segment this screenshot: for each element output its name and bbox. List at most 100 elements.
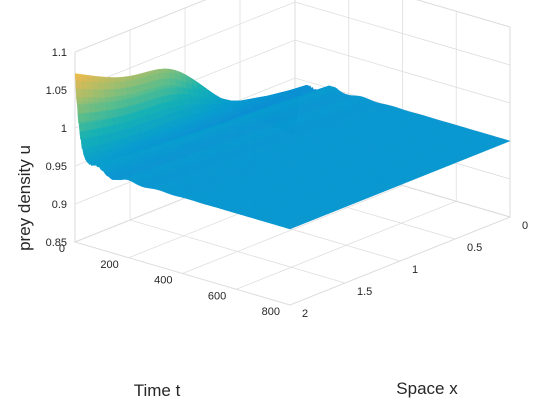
- surface-patch: [163, 78, 171, 86]
- surface-patch: [205, 99, 212, 104]
- surface-patch: [77, 104, 84, 115]
- tick-labels: 020040060080000.511.520.850.90.9511.051.…: [46, 47, 529, 320]
- surface-patch: [114, 88, 121, 97]
- surface-patch: [113, 81, 121, 90]
- surface-patch: [76, 97, 83, 103]
- surface-patch: [81, 97, 89, 102]
- surface-patch: [163, 72, 170, 80]
- surface-patch: [163, 69, 170, 73]
- t-tick-label: 800: [262, 306, 280, 318]
- z-tick-label: 1: [61, 123, 67, 135]
- surface-patch: [86, 77, 93, 83]
- surface-patch: [176, 87, 183, 95]
- surface-patch: [174, 78, 182, 87]
- z-axis-label: prey density u: [15, 145, 34, 251]
- surface-patch: [103, 89, 110, 98]
- surface-patch: [121, 99, 128, 109]
- surface-patch: [99, 110, 107, 120]
- surface-patch: [105, 109, 112, 119]
- surface-patch: [88, 112, 96, 122]
- t-tick-label: 600: [208, 290, 226, 302]
- surface-patch: [84, 129, 92, 138]
- surface-patch: [75, 75, 82, 82]
- surface-patch: [102, 82, 110, 90]
- surface-patch: [170, 87, 178, 96]
- surface-patch: [78, 123, 86, 133]
- surface-patch: [124, 80, 132, 89]
- surface-patch: [210, 99, 218, 104]
- surface-patch: [169, 84, 177, 88]
- y-axis-label: Space x: [396, 379, 458, 398]
- surface-patch: [108, 78, 115, 83]
- surface-patch: [169, 78, 176, 86]
- surface-patch: [92, 89, 99, 98]
- surface-patch: [97, 89, 105, 98]
- surface-patch: [87, 97, 94, 102]
- surface-patch: [115, 100, 123, 110]
- surface-patch: [93, 103, 101, 113]
- surface-patch: [86, 137, 94, 148]
- surface-patch: [177, 99, 185, 107]
- surface-patch: [199, 99, 207, 105]
- surface-patch: [91, 136, 99, 147]
- z-tick-label: 0.95: [46, 161, 67, 173]
- surface-patch: [90, 128, 98, 137]
- x-tick-label: 0: [522, 220, 528, 232]
- surface-patch: [86, 81, 93, 90]
- surface-patch: [91, 77, 98, 83]
- z-tick-label: 0.9: [52, 199, 67, 211]
- surface-patch: [75, 88, 83, 98]
- surface-patch: [216, 100, 223, 104]
- surface-patch: [80, 138, 88, 149]
- surface-patch: [97, 134, 105, 145]
- x-axis-label: Time t: [134, 381, 181, 400]
- surface-patch: [171, 93, 178, 102]
- surface-patch: [84, 122, 91, 132]
- surface-patch: [113, 78, 120, 83]
- surface-patch: [116, 107, 123, 117]
- surface-patch: [80, 76, 87, 82]
- surface-patch: [77, 113, 85, 123]
- surface-patch: [88, 103, 95, 114]
- surface-patch: [95, 120, 102, 130]
- surface-patch: [98, 97, 105, 102]
- surface-patch: [187, 88, 194, 96]
- surface-patch: [286, 225, 297, 230]
- surface-patch: [119, 87, 127, 97]
- z-tick-label: 0.85: [46, 237, 67, 249]
- surface-patch: [104, 101, 112, 112]
- x-tick-label: 2: [302, 308, 308, 320]
- surface-patch: [110, 108, 118, 118]
- surface-patch: [102, 133, 110, 144]
- surface-patch: [125, 86, 132, 96]
- surface-patch: [99, 102, 106, 112]
- surface-patch: [80, 80, 88, 90]
- x-tick-label: 1: [412, 264, 418, 276]
- t-tick-label: 200: [100, 259, 118, 271]
- t-tick-label: 0: [59, 243, 65, 255]
- surface-patch: [83, 112, 90, 122]
- surface-patch: [100, 119, 108, 129]
- surface-patch: [86, 88, 94, 98]
- surface-patch: [183, 98, 190, 106]
- surface-patch: [102, 78, 109, 83]
- surface-patch: [165, 87, 172, 96]
- surface-mesh: [74, 68, 511, 230]
- surface-patch: [168, 72, 176, 80]
- x-tick-label: 0.5: [467, 242, 482, 254]
- surface-patch: [119, 81, 126, 90]
- z-tick-label: 1.1: [52, 47, 67, 59]
- z-tick-label: 1.05: [46, 85, 67, 97]
- surface-patch: [94, 111, 101, 121]
- surface-patch: [81, 88, 88, 98]
- surface-patch: [188, 98, 196, 105]
- surface-patch: [82, 103, 90, 114]
- surface-patch: [108, 82, 115, 90]
- surface-patch: [97, 78, 104, 83]
- surface-patch: [108, 89, 116, 98]
- surface-patch: [89, 121, 97, 131]
- x-grid-line: [74, 52, 291, 306]
- surface-patch: [158, 78, 165, 87]
